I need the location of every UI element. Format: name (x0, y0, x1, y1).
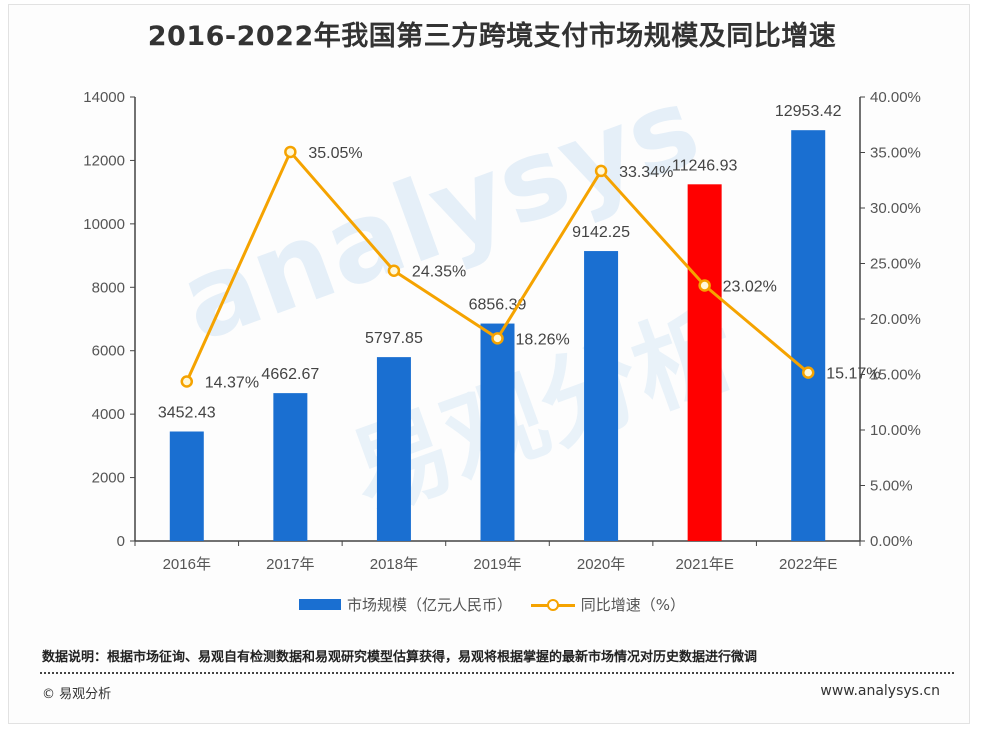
bar (480, 323, 515, 541)
bar-value-label: 6856.39 (469, 297, 527, 314)
right-tick-label: 0.00% (870, 533, 913, 550)
bar (273, 393, 308, 541)
left-tick-label: 14000 (83, 89, 125, 106)
data-note: 数据说明：根据市场征询、易观自有检测数据和易观研究模型估算获得，易观将根据掌握的… (42, 650, 758, 665)
growth-value-label: 23.02% (723, 278, 777, 295)
bar (376, 357, 411, 541)
left-tick-label: 6000 (92, 343, 125, 360)
legend-line-label: 同比增速（%） (580, 596, 686, 614)
right-tick-label: 30.00% (870, 200, 921, 217)
growth-point (801, 366, 815, 379)
legend-bar-swatch (298, 599, 341, 610)
x-tick-label: 2022年E (779, 556, 837, 573)
left-tick-label: 4000 (92, 406, 125, 423)
x-tick-label: 2016年 (163, 556, 211, 573)
growth-point (284, 145, 297, 159)
legend-bar-label: 市场规模（亿元人民币） (346, 596, 512, 614)
growth-point (387, 264, 401, 277)
bar (584, 251, 619, 542)
growth-value-label: 15.17% (826, 366, 880, 383)
x-tick-label: 2021年E (675, 556, 733, 573)
bar-value-label: 12953.42 (775, 103, 842, 120)
left-tick-label: 10000 (83, 216, 125, 233)
bar-value-label: 11246.93 (672, 157, 738, 174)
bar-value-label: 4662.67 (261, 366, 319, 383)
right-tick-label: 15.00% (870, 367, 921, 384)
x-tick-label: 2020年 (577, 556, 625, 573)
growth-point (180, 375, 194, 388)
left-tick-label: 8000 (92, 279, 125, 296)
legend: 市场规模（亿元人民币） 同比增速（%） (0, 594, 984, 615)
left-tick-label: 0 (117, 533, 125, 550)
bar-value-label: 9142.25 (572, 224, 630, 241)
right-tick-label: 5.00% (870, 478, 913, 495)
bar-value-label: 3452.43 (158, 405, 216, 422)
bar (687, 184, 722, 541)
legend-line-swatch (530, 598, 575, 612)
bar (169, 431, 204, 541)
x-tick-label: 2019年 (473, 556, 521, 573)
bar (791, 130, 826, 542)
bar-value-label: 5797.85 (365, 330, 423, 347)
growth-value-label: 33.34% (619, 164, 673, 181)
right-tick-label: 10.00% (870, 422, 921, 439)
growth-value-label: 14.37% (205, 374, 259, 391)
copyright: © 易观分析 (42, 687, 112, 702)
right-tick-label: 20.00% (870, 311, 921, 328)
growth-point (594, 164, 608, 178)
chart-svg: 0 2000 4000 6000 8000 10000 12000 14000 0.00% 5.0… (83, 89, 921, 573)
growth-value-label: 24.35% (412, 264, 466, 281)
right-tick-label: 40.00% (870, 89, 921, 106)
site-url: www.analysys.cn (820, 683, 940, 699)
growth-value-label: 18.26% (516, 331, 570, 348)
dotted-divider (40, 672, 954, 674)
growth-point (698, 279, 711, 292)
chart-title: 2016-2022年我国第三方跨境支付市场规模及同比增速 (147, 21, 837, 52)
x-tick-label: 2018年 (370, 556, 418, 573)
growth-point (491, 332, 504, 345)
right-tick-label: 35.00% (870, 145, 921, 162)
left-tick-label: 2000 (92, 470, 125, 487)
left-tick-label: 12000 (83, 152, 125, 169)
right-tick-label: 25.00% (870, 256, 921, 273)
growth-value-label: 35.05% (308, 145, 362, 162)
x-tick-label: 2017年 (266, 556, 314, 573)
